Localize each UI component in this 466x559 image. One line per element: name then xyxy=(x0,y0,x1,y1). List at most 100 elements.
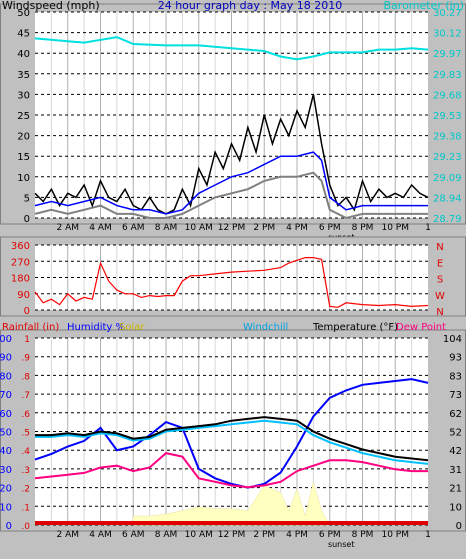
humidity-tick-label: 40 xyxy=(0,446,12,457)
compass-label: N xyxy=(436,307,443,318)
barometer-tick-label: 30.27 xyxy=(433,8,462,19)
temp-x-tick-label: 6 AM xyxy=(122,530,145,540)
wind-x-tick-label: 8 AM xyxy=(155,223,178,233)
humidity-tick-label: 100 xyxy=(0,334,12,345)
rain-tick-label: .0 xyxy=(21,522,30,532)
temp-x-tick-label: 2 PM xyxy=(253,530,275,540)
humidity-tick-label: 30 xyxy=(0,465,12,476)
temperature-line xyxy=(35,416,429,462)
legend-item: Temperature (°F) xyxy=(312,322,398,333)
legend-item: Windchill xyxy=(243,322,288,333)
temp-x-tick-label: 10 PM xyxy=(381,530,409,540)
temperature-tick-label: 104 xyxy=(443,334,462,345)
barometer-tick-label: 28.79 xyxy=(433,214,462,225)
wind-x-tick-label: 4 PM xyxy=(286,223,308,233)
windspeed-tick-label: 10 xyxy=(17,173,30,184)
humidity-tick-label: 20 xyxy=(0,484,12,495)
barometer-axis-title: Barometer (in) xyxy=(384,0,465,12)
rain-tick-label: 1 xyxy=(24,335,30,345)
direction-tick-label: 90 xyxy=(17,290,30,301)
barometer-tick-label: 29.23 xyxy=(433,152,462,163)
windspeed-high-line xyxy=(34,94,429,215)
wind-x-tick-label: 6 PM xyxy=(319,223,341,233)
barometer-tick-label: 28.94 xyxy=(433,193,462,204)
temp-x-tick-label: 1 xyxy=(425,530,431,540)
humidity-tick-label: 70 xyxy=(0,390,12,401)
rain-tick-label: .3 xyxy=(21,466,30,476)
direction-tick-label: 360 xyxy=(11,241,30,252)
windspeed-tick-label: 45 xyxy=(17,29,30,40)
dew-point-line xyxy=(34,452,428,489)
rain-tick-label: .7 xyxy=(21,391,30,401)
wind-x-tick-label: 10 PM xyxy=(381,223,409,233)
humidity-line xyxy=(34,378,429,489)
humidity-tick-label: 10 xyxy=(0,502,12,513)
barometer-tick-label: 29.38 xyxy=(433,132,462,143)
temperature-tick-label: 21 xyxy=(449,484,462,495)
windchill-line xyxy=(35,419,429,465)
temperature-tick-label: 62 xyxy=(449,409,462,420)
temperature-tick-label: 83 xyxy=(449,371,462,382)
wind-x-tick-label: 8 PM xyxy=(352,223,374,233)
windspeed-tick-label: 25 xyxy=(17,111,30,122)
temp-x-sunset-label: sunset xyxy=(328,540,355,549)
windspeed-average-line xyxy=(34,151,428,215)
windspeed-tick-label: 20 xyxy=(17,132,30,143)
windspeed-tick-label: 5 xyxy=(24,193,30,204)
legend-item: Humidity % xyxy=(67,322,125,333)
temp-x-tick-label: 10 AM xyxy=(185,530,213,540)
wind-x-tick-label: 4 AM xyxy=(89,223,112,233)
barometer-tick-label: 29.97 xyxy=(433,49,462,60)
temperature-tick-label: 93 xyxy=(449,353,462,364)
rainfall-bar xyxy=(35,521,428,525)
wind-direction-line xyxy=(34,257,429,308)
humidity-tick-label: 90 xyxy=(0,353,12,364)
windspeed-tick-label: 50 xyxy=(17,8,30,19)
barometer-line xyxy=(34,36,429,61)
barometer-tick-label: 29.83 xyxy=(433,70,462,81)
temp-x-tick-label: 4 AM xyxy=(89,530,112,540)
wind-x-tick-label: 10 AM xyxy=(185,223,213,233)
humidity-tick-label: 80 xyxy=(0,371,12,382)
solar-area xyxy=(133,480,331,526)
barometer-tick-label: 29.09 xyxy=(433,173,462,184)
rain-tick-label: .9 xyxy=(21,354,30,364)
temp-x-tick-label: 8 AM xyxy=(155,530,178,540)
temp-x-tick-label: 2 AM xyxy=(56,530,79,540)
temperature-tick-label: 31 xyxy=(449,465,462,476)
windspeed-tick-label: 30 xyxy=(17,90,30,101)
humidity-tick-label: 60 xyxy=(0,409,12,420)
windspeed-tick-label: 35 xyxy=(17,70,30,81)
compass-label: E xyxy=(437,258,443,269)
rain-tick-label: .8 xyxy=(21,372,30,382)
direction-tick-label: 180 xyxy=(11,274,30,285)
humidity-tick-label: 0 xyxy=(6,521,12,532)
compass-label: W xyxy=(435,291,445,302)
wind-x-tick-label: 12 PM xyxy=(218,223,246,233)
legend-item: Dew Point xyxy=(396,322,446,333)
rain-tick-label: .5 xyxy=(21,429,30,439)
windspeed-axis-title: Windspeed (mph) xyxy=(2,0,100,12)
rain-tick-label: .1 xyxy=(21,503,30,513)
temp-x-tick-label: 8 PM xyxy=(352,530,374,540)
temperature-tick-label: 10 xyxy=(449,502,462,513)
temp-x-tick-label: 12 PM xyxy=(218,530,246,540)
compass-label: N xyxy=(436,242,443,253)
windspeed-low-line xyxy=(34,171,428,220)
temp-x-tick-label: 4 PM xyxy=(286,530,308,540)
chart-title: 24 hour graph day : May 18 2010 xyxy=(158,0,343,12)
temperature-tick-label: 42 xyxy=(449,446,462,457)
temperature-tick-label: 73 xyxy=(449,390,462,401)
legend-item: Rainfall (in) xyxy=(2,322,59,333)
rain-tick-label: .4 xyxy=(21,447,30,457)
wind-x-tick-label: 1 xyxy=(425,223,431,233)
windspeed-tick-label: 40 xyxy=(17,49,30,60)
windspeed-tick-label: 15 xyxy=(17,152,30,163)
temperature-tick-label: 52 xyxy=(449,428,462,439)
wind-x-tick-label: 2 PM xyxy=(253,223,275,233)
direction-tick-label: 270 xyxy=(11,257,30,268)
wind-x-tick-label: 6 AM xyxy=(122,223,145,233)
compass-label: S xyxy=(437,275,443,286)
direction-tick-label: 0 xyxy=(24,306,30,317)
